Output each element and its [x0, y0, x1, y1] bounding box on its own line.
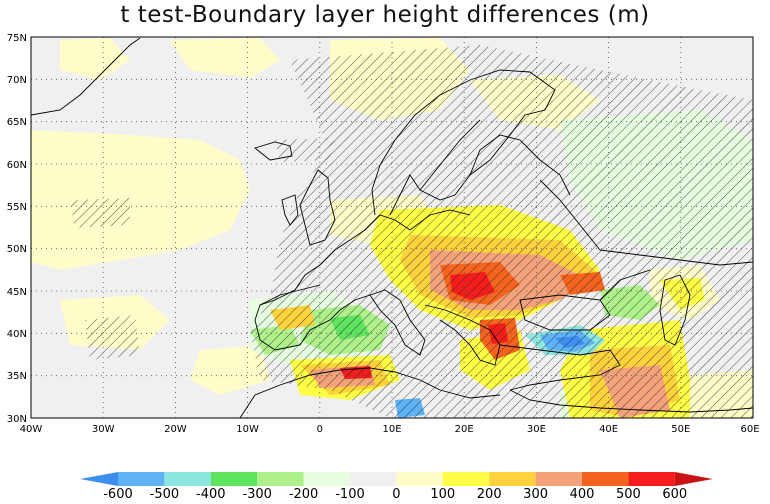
colorbar-arrow-right: [674, 472, 713, 486]
colorbar-label: 200: [477, 487, 502, 502]
colorbar-segment: [257, 472, 304, 486]
colorbar-segment: [210, 472, 258, 486]
colorbar-label: 500: [616, 487, 641, 502]
lon-label: 20W: [164, 424, 187, 435]
lon-label: 10W: [236, 424, 259, 435]
colorbar-segment: [489, 472, 536, 486]
map-title: t test-Boundary layer height differences…: [120, 2, 650, 28]
lat-label: 45N: [7, 287, 27, 298]
colorbar-segment: [303, 472, 350, 486]
lon-label: 30W: [92, 424, 115, 435]
colorbar-arrow-left: [80, 472, 118, 486]
colorbar-segment: [628, 472, 675, 486]
lon-label: 0: [317, 424, 323, 435]
map-panel: [31, 37, 753, 418]
colorbar-label: 300: [523, 487, 548, 502]
colorbar-label: 600: [662, 487, 687, 502]
colorbar-label: -500: [150, 487, 180, 502]
colorbar-segment: [164, 472, 211, 486]
lat-label: 75N: [7, 33, 27, 44]
colorbar-label: 100: [430, 487, 455, 502]
lat-label: 55N: [7, 202, 27, 213]
colorbar-segment: [442, 472, 490, 486]
lat-label: 65N: [7, 117, 27, 128]
lat-label: 30N: [7, 414, 27, 425]
colorbar-label: -400: [196, 487, 226, 502]
colorbar-label: 0: [392, 487, 400, 502]
lon-label: 20E: [455, 424, 474, 435]
lat-label: 35N: [7, 371, 27, 382]
colorbar-segment: [582, 472, 629, 486]
colorbar-segment: [350, 472, 397, 486]
graticule: [31, 37, 753, 418]
lat-label: 40N: [7, 329, 27, 340]
map-frame: [30, 36, 754, 419]
lon-label: 60E: [740, 424, 759, 435]
colorbar: [80, 472, 713, 486]
colorbar-label: -600: [103, 487, 133, 502]
lon-label: 50E: [671, 424, 690, 435]
lon-label: 40W: [20, 424, 43, 435]
coastlines: [31, 37, 753, 418]
colorbar-label: -200: [289, 487, 319, 502]
colorbar-label: -100: [335, 487, 365, 502]
lat-axis: 75N 70N 65N 60N 55N 50N 45N 40N 35N 30N: [7, 33, 27, 425]
colorbar-label: -300: [242, 487, 272, 502]
colorbar-segment: [118, 472, 165, 486]
lat-label: 60N: [7, 160, 27, 171]
lon-label: 30E: [527, 424, 546, 435]
colorbar-labels: -600 -500 -400 -300 -200 -100 0 100 200 …: [103, 487, 687, 502]
lat-label: 50N: [7, 244, 27, 255]
colorbar-label: 400: [570, 487, 595, 502]
lon-label: 10E: [382, 424, 401, 435]
lon-label: 40E: [599, 424, 618, 435]
colorbar-segment: [396, 472, 443, 486]
lon-axis: 40W 30W 20W 10W 0 10E 20E 30E 40E 50E 60…: [20, 424, 760, 435]
lat-label: 70N: [7, 75, 27, 86]
colorbar-segment: [535, 472, 582, 486]
